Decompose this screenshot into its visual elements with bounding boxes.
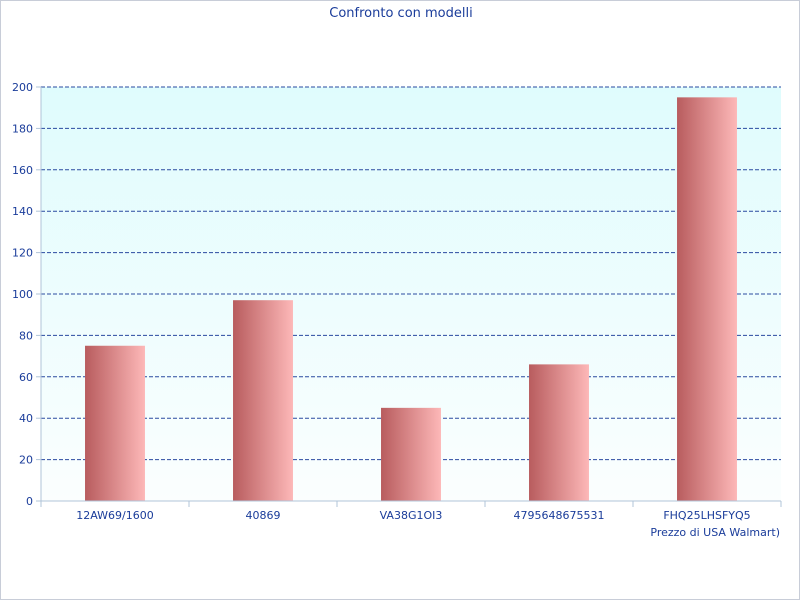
x-tick-label: 4795648675531 [514, 509, 605, 522]
bar [677, 97, 737, 501]
y-tick-label: 20 [19, 454, 33, 467]
x-tick-label: FHQ25LHSFYQ5 [663, 509, 750, 522]
bar [381, 407, 441, 501]
y-tick-label: 120 [12, 247, 33, 260]
bars [85, 97, 737, 501]
y-tick-label: 160 [12, 164, 33, 177]
y-tick-label: 80 [19, 329, 33, 342]
y-tick-label: 100 [12, 288, 33, 301]
x-tick-label: 40869 [246, 509, 281, 522]
chart-title: Confronto con modelli [329, 6, 472, 21]
x-axis-ticks: 12AW69/1600 40869 VA38G1OI3 4795648675531 FH… [40, 501, 782, 522]
bar [529, 364, 589, 501]
bar [233, 300, 293, 501]
y-tick-label: 0 [26, 495, 33, 508]
bar [85, 345, 145, 501]
y-axis-ticks: 0 20 40 60 80 100 120 140 160 180 200 [12, 81, 41, 508]
y-tick-label: 180 [12, 122, 33, 135]
y-tick-label: 140 [12, 205, 33, 218]
x-tick-label: 12AW69/1600 [76, 509, 154, 522]
y-tick-label: 40 [19, 412, 33, 425]
y-tick-label: 60 [19, 371, 33, 384]
y-tick-label: 200 [12, 81, 33, 94]
legend-series-name: Prezzo di USA Walmart) [650, 526, 780, 539]
x-tick-label: VA38G1OI3 [380, 509, 443, 522]
